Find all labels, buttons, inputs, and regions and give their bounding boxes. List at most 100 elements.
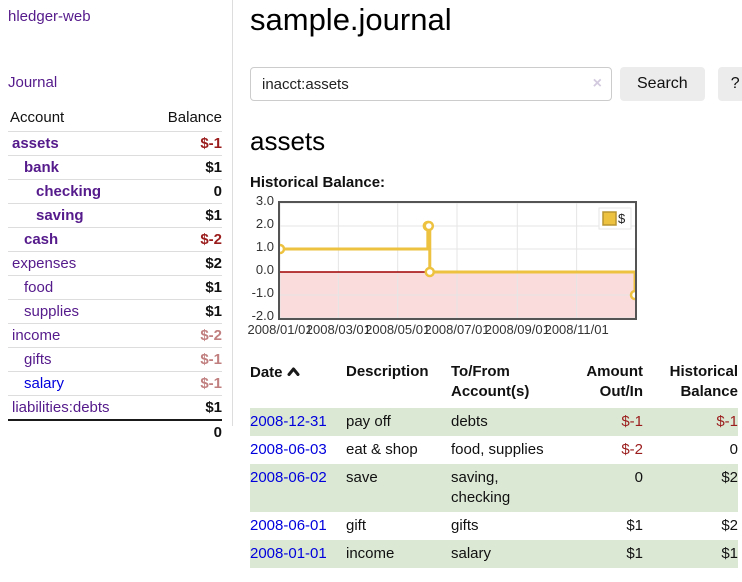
register-row: 2008-12-31 pay off debts $-1 $-1 [250, 408, 738, 436]
register-table-body: 2008-12-31 pay off debts $-1 $-1 2008-06-03 ea… [250, 408, 738, 568]
account-balance: 0 [145, 179, 222, 204]
app-title-link[interactable]: hledger-web [8, 8, 91, 25]
register-row: 2008-01-01 income salary $1 $1 [250, 540, 738, 568]
chart-title: Historical Balance: [250, 174, 386, 191]
account-row: income $-2 [8, 323, 222, 348]
transaction-balance: $1 [721, 545, 738, 562]
total-row: 0 [8, 419, 222, 444]
search-button[interactable]: Search [620, 67, 705, 101]
accounts-column-header: To/From Account(s) [451, 363, 530, 400]
account-balance: $-1 [145, 347, 222, 372]
x-tick-label: 2008/09/01 [484, 322, 550, 337]
y-tick-label: 3.0 [255, 193, 274, 208]
transaction-date-link[interactable]: 2008-06-03 [250, 441, 327, 458]
account-balance: $-2 [145, 323, 222, 348]
clear-search-icon[interactable]: × [592, 75, 602, 92]
amount-column-header: Amount Out/In [586, 363, 643, 400]
total-balance: 0 [145, 419, 222, 444]
description-column-header: Description [346, 363, 429, 380]
account-heading: assets [250, 126, 326, 156]
transaction-date-link[interactable]: 2008-06-02 [250, 469, 327, 486]
transaction-date-link[interactable]: 2008-12-31 [250, 413, 327, 430]
balance-column-header-register: Historical Balance [669, 363, 738, 400]
account-balance: $1 [145, 275, 222, 300]
search-input[interactable] [250, 67, 612, 101]
transaction-amount: $-2 [621, 441, 643, 458]
account-link[interactable]: liabilities:debts [12, 399, 110, 416]
y-tick-label: 0.0 [255, 262, 274, 277]
account-row: liabilities:debts $1 [8, 395, 222, 420]
account-column-header: Account [10, 109, 65, 126]
balance-column-header: Balance [167, 109, 222, 126]
account-tree-table: Account Balance assets $-1 bank $1 checking 0… [8, 106, 222, 444]
account-row: gifts $-1 [8, 347, 222, 372]
transaction-balance: $2 [721, 517, 738, 534]
account-row: checking 0 [8, 179, 222, 204]
account-link[interactable]: cash [24, 231, 59, 248]
account-link[interactable]: food [24, 279, 54, 296]
account-row: expenses $2 [8, 251, 222, 276]
register-table: Date Description To/From Account(s) Amou… [250, 360, 738, 568]
account-link[interactable]: assets [12, 135, 59, 152]
x-tick-label: 2008/05/01 [365, 322, 431, 337]
account-link[interactable]: expenses [12, 255, 77, 272]
account-link[interactable]: bank [24, 159, 60, 176]
x-tick-label: 2008/11/01 [544, 322, 609, 337]
transaction-balance: 0 [729, 441, 738, 458]
search-input-wrap: × [250, 67, 612, 101]
account-balance: $1 [145, 203, 222, 228]
account-balance: $1 [145, 395, 222, 420]
transaction-accounts: food, supplies [451, 441, 544, 458]
historical-balance-chart: 3.0 2.0 1.0 0.0 -1.0 -2.0 $ 2008/01/01 2008/03… [247, 194, 742, 338]
account-row: assets $-1 [8, 131, 222, 156]
transaction-description: gift [346, 517, 367, 534]
account-balance: $1 [145, 155, 222, 180]
transaction-amount: $1 [626, 517, 643, 534]
transaction-accounts: salary [451, 545, 492, 562]
transaction-date-link[interactable]: 2008-01-01 [250, 545, 327, 562]
sidebar-item-journal[interactable]: Journal [8, 74, 58, 91]
transaction-accounts: debts [451, 413, 488, 430]
x-tick-label: 2008/01/01 [247, 322, 313, 337]
account-balance: $-1 [145, 371, 222, 396]
help-button[interactable]: ? [717, 67, 742, 101]
transaction-amount: $-1 [621, 413, 643, 430]
date-column-header[interactable]: Date [250, 360, 346, 408]
x-tick-label: 2008/07/01 [424, 322, 490, 337]
transaction-description: pay off [346, 413, 391, 430]
transaction-amount: 0 [634, 469, 643, 486]
y-tick-label: 1.0 [255, 239, 274, 254]
account-balance: $-1 [145, 131, 222, 156]
account-balance: $1 [145, 299, 222, 324]
transaction-date-link[interactable]: 2008-06-01 [250, 517, 327, 534]
x-tick-label: 2008/03/01 [305, 322, 371, 337]
page-title: sample.journal [250, 2, 452, 37]
account-link[interactable]: saving [36, 207, 84, 224]
transaction-description: save [346, 469, 378, 486]
account-row: cash $-2 [8, 227, 222, 252]
account-link[interactable]: checking [36, 183, 102, 200]
account-link[interactable]: supplies [24, 303, 80, 320]
y-tick-label: -2.0 [251, 308, 274, 323]
account-tree-body: assets $-1 bank $1 checking 0 saving $1 cash $-2 e… [8, 131, 222, 444]
y-tick-label: 2.0 [255, 216, 274, 231]
account-link[interactable]: gifts [24, 351, 52, 368]
chart-y-axis-labels: 3.0 2.0 1.0 0.0 -1.0 -2.0 [250, 194, 276, 325]
account-link[interactable]: income [12, 327, 61, 344]
account-link[interactable]: salary [24, 375, 65, 392]
account-tree-header-row: Account Balance [8, 106, 222, 132]
account-row: bank $1 [8, 155, 222, 180]
transaction-balance: $-1 [716, 413, 738, 430]
sort-ascending-icon [287, 362, 300, 382]
transaction-description: eat & shop [346, 441, 418, 458]
search-form: × Search ? [250, 67, 742, 101]
register-header-row: Date Description To/From Account(s) Amou… [250, 360, 738, 408]
account-row: salary $-1 [8, 371, 222, 396]
account-balance: $2 [145, 251, 222, 276]
chart-plot-area[interactable]: $ [274, 201, 641, 325]
account-row: food $1 [8, 275, 222, 300]
sidebar: hledger-web Journal Account Balance asse… [0, 0, 233, 444]
account-row: supplies $1 [8, 299, 222, 324]
transaction-description: income [346, 545, 395, 562]
